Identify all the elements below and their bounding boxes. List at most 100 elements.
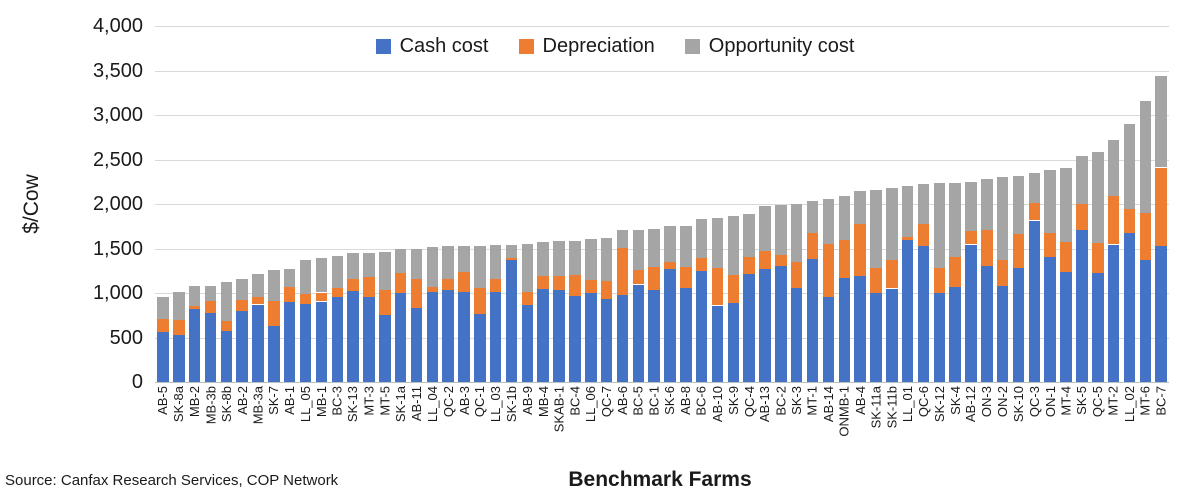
y-tick-label: 3,500 bbox=[92, 59, 143, 82]
bar-segment bbox=[553, 240, 565, 277]
bar-segment bbox=[442, 290, 454, 382]
bar-segment bbox=[521, 292, 534, 305]
bar-segment bbox=[790, 204, 803, 263]
bar-segment bbox=[331, 297, 343, 382]
bar-segment bbox=[157, 332, 169, 382]
bar-segment bbox=[173, 291, 185, 321]
bar-segment bbox=[901, 239, 914, 382]
bar-segment bbox=[331, 256, 343, 288]
bar-segment bbox=[379, 252, 391, 291]
x-tick-label-text: AB-2 bbox=[234, 386, 250, 415]
legend-item-cash-cost: Cash cost bbox=[375, 35, 489, 58]
bar-segment bbox=[822, 198, 835, 244]
x-tick-label-text: QC-7 bbox=[599, 386, 614, 418]
bar-segment bbox=[1044, 169, 1056, 233]
bar-segment bbox=[838, 239, 850, 278]
x-tick-label-text: QC-1 bbox=[472, 386, 488, 418]
bar-segment bbox=[790, 288, 803, 382]
bar-segment bbox=[474, 314, 486, 382]
x-tick-label-text: BC-4 bbox=[567, 386, 583, 416]
x-tick-label-text: ON-3 bbox=[979, 386, 995, 418]
x-tick-label-text: AB-9 bbox=[519, 386, 535, 415]
bar-segment bbox=[426, 292, 438, 382]
bar-segment bbox=[268, 301, 280, 327]
gridline bbox=[155, 293, 1169, 294]
x-tick-label-text: MB-4 bbox=[535, 386, 551, 418]
bar-segment bbox=[188, 305, 201, 309]
x-tick-label-text: MT-2 bbox=[1106, 386, 1121, 416]
x-tick-label-text: MT-4 bbox=[1058, 386, 1074, 416]
bar-segment bbox=[283, 301, 296, 382]
bar-segment bbox=[553, 276, 565, 291]
x-tick-label-text: SK-1a bbox=[393, 386, 409, 423]
x-tick-label-text: SK-4 bbox=[947, 386, 963, 415]
bar-segment bbox=[283, 269, 296, 288]
x-tick-label-text: LL_06 bbox=[583, 386, 599, 423]
gridline bbox=[155, 70, 1169, 72]
bar-segment bbox=[711, 305, 724, 382]
bar-segment bbox=[1123, 208, 1136, 233]
bar-segment bbox=[585, 239, 597, 280]
bar-segment bbox=[933, 293, 945, 382]
bar-segment bbox=[743, 213, 755, 257]
bar-segment bbox=[1076, 155, 1088, 205]
bar-segment bbox=[585, 293, 597, 382]
bar-segment bbox=[569, 275, 581, 297]
bar-segment bbox=[204, 313, 217, 382]
x-tick-label-text: AB-5 bbox=[155, 386, 171, 415]
x-tick-label-text: SK-11a bbox=[868, 386, 884, 429]
x-tick-label-text: AB-8 bbox=[678, 386, 694, 415]
legend-item-depreciation: Depreciation bbox=[518, 35, 655, 58]
x-tick-label-text: AB-6 bbox=[614, 386, 630, 415]
bar-segment bbox=[933, 267, 945, 294]
bar-segment bbox=[1012, 267, 1025, 382]
bar-segment bbox=[1092, 273, 1104, 382]
bar-segment bbox=[949, 287, 961, 382]
bar-segment bbox=[759, 251, 771, 270]
bar-segment bbox=[299, 260, 312, 295]
bar-segment bbox=[331, 287, 343, 298]
bar-segment bbox=[268, 326, 280, 382]
bar-segment bbox=[1155, 167, 1167, 247]
bar-segment bbox=[965, 244, 977, 382]
bar-segment bbox=[347, 253, 359, 279]
x-tick-label-text: SK-10 bbox=[1011, 386, 1026, 423]
bar-segment bbox=[632, 284, 644, 382]
bar-segment bbox=[188, 309, 201, 382]
x-tick-label-text: MB-2 bbox=[187, 386, 203, 418]
bar-segment bbox=[299, 294, 312, 305]
bar-segment bbox=[854, 276, 866, 382]
bar-segment bbox=[489, 245, 502, 280]
gridline bbox=[155, 204, 1169, 205]
gridline bbox=[155, 337, 1169, 339]
bar-segment bbox=[410, 278, 423, 309]
bar-segment bbox=[1107, 196, 1120, 245]
bar-segment bbox=[981, 178, 993, 230]
bar-segment bbox=[822, 297, 835, 382]
bar-segment bbox=[759, 269, 771, 382]
legend-item-opportunity-cost: Opportunity cost bbox=[684, 35, 854, 58]
x-tick-label-text: QC-3 bbox=[1026, 386, 1042, 418]
x-tick-label-text: BC-5 bbox=[630, 386, 646, 416]
bar-segment bbox=[363, 252, 375, 277]
bar-segment bbox=[743, 257, 755, 274]
x-tick-label-text: ON-1 bbox=[1042, 386, 1058, 418]
bar-segment bbox=[695, 219, 708, 258]
bar-segment bbox=[949, 257, 961, 288]
bar-segment bbox=[1044, 257, 1056, 382]
bar-segment bbox=[252, 297, 264, 305]
bar-segment bbox=[315, 292, 328, 302]
x-tick-label-text: AB-12 bbox=[963, 386, 979, 423]
bar-segment bbox=[600, 299, 613, 382]
x-tick-label-text: AB-13 bbox=[757, 386, 773, 423]
bar-segment bbox=[1155, 76, 1167, 168]
x-tick-label-text: SK-8b bbox=[218, 386, 234, 423]
x-tick-label-text: SK-8a bbox=[171, 386, 187, 423]
bar-segment bbox=[157, 319, 169, 333]
bar-segment bbox=[1060, 167, 1072, 243]
bar-segment bbox=[553, 290, 565, 382]
bar-segment bbox=[363, 297, 375, 382]
bar-segment bbox=[505, 257, 518, 260]
bar-segment bbox=[220, 321, 232, 332]
gridline bbox=[155, 26, 1169, 27]
